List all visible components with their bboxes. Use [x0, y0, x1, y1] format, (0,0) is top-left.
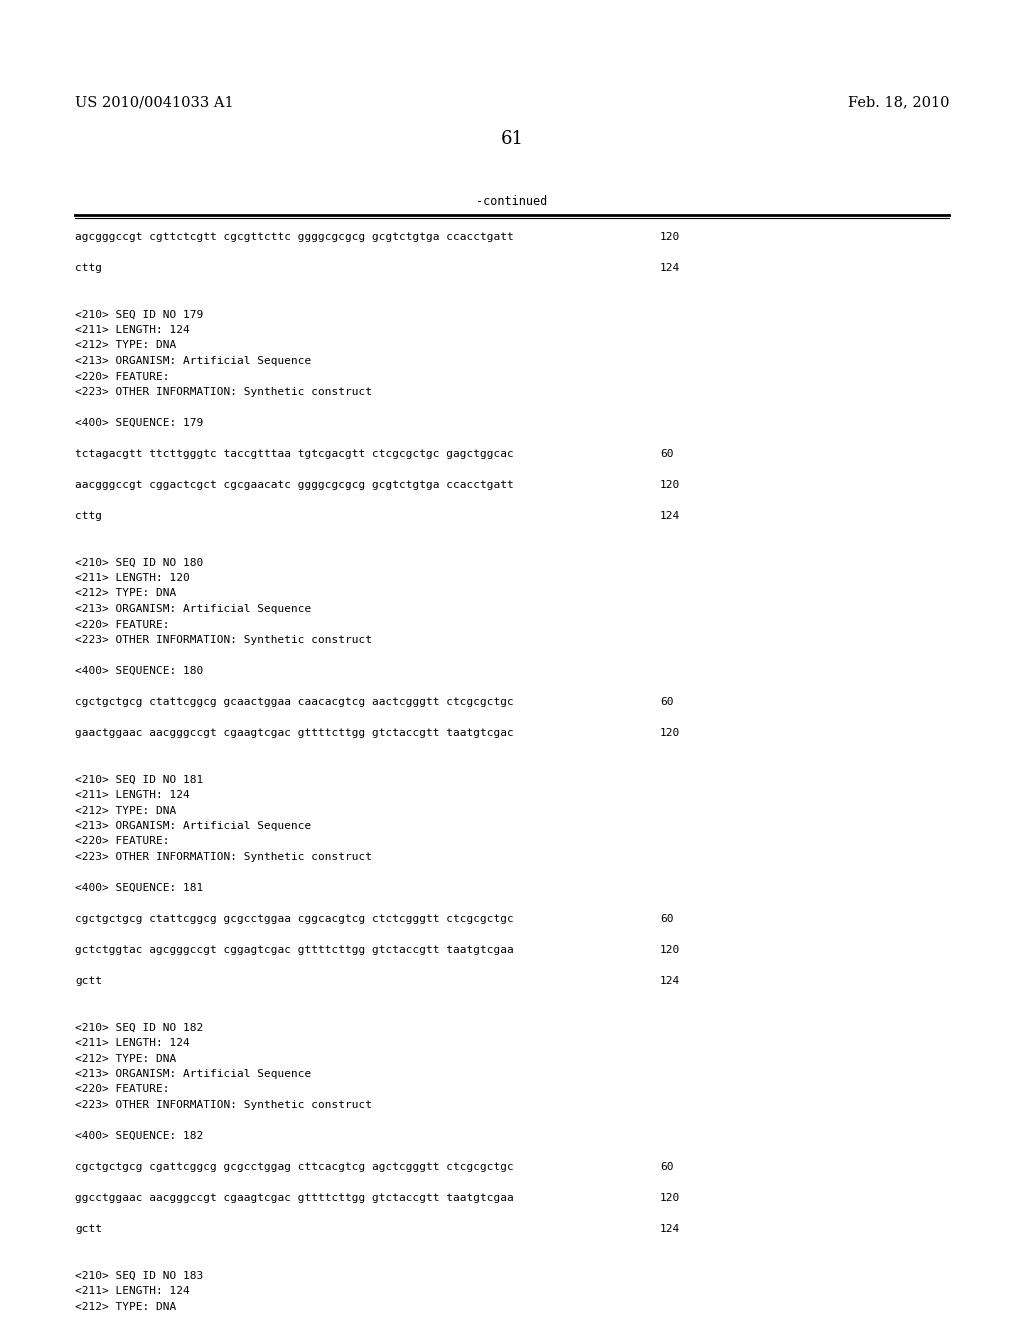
Text: <223> OTHER INFORMATION: Synthetic construct: <223> OTHER INFORMATION: Synthetic const…: [75, 387, 372, 397]
Text: 61: 61: [501, 129, 523, 148]
Text: 60: 60: [660, 449, 674, 459]
Text: <210> SEQ ID NO 180: <210> SEQ ID NO 180: [75, 557, 203, 568]
Text: <212> TYPE: DNA: <212> TYPE: DNA: [75, 589, 176, 598]
Text: <212> TYPE: DNA: <212> TYPE: DNA: [75, 805, 176, 816]
Text: <212> TYPE: DNA: <212> TYPE: DNA: [75, 1053, 176, 1064]
Text: gctt: gctt: [75, 975, 102, 986]
Text: 60: 60: [660, 1162, 674, 1172]
Text: cgctgctgcg cgattcggcg gcgcctggag cttcacgtcg agctcgggtt ctcgcgctgc: cgctgctgcg cgattcggcg gcgcctggag cttcacg…: [75, 1162, 514, 1172]
Text: <210> SEQ ID NO 179: <210> SEQ ID NO 179: [75, 309, 203, 319]
Text: <220> FEATURE:: <220> FEATURE:: [75, 619, 170, 630]
Text: 120: 120: [660, 945, 680, 954]
Text: cgctgctgcg ctattcggcg gcgcctggaa cggcacgtcg ctctcgggtt ctcgcgctgc: cgctgctgcg ctattcggcg gcgcctggaa cggcacg…: [75, 913, 514, 924]
Text: Feb. 18, 2010: Feb. 18, 2010: [848, 95, 949, 110]
Text: <400> SEQUENCE: 181: <400> SEQUENCE: 181: [75, 883, 203, 894]
Text: <220> FEATURE:: <220> FEATURE:: [75, 371, 170, 381]
Text: 124: 124: [660, 1224, 680, 1234]
Text: US 2010/0041033 A1: US 2010/0041033 A1: [75, 95, 233, 110]
Text: <213> ORGANISM: Artificial Sequence: <213> ORGANISM: Artificial Sequence: [75, 821, 311, 832]
Text: cttg: cttg: [75, 511, 102, 521]
Text: <400> SEQUENCE: 179: <400> SEQUENCE: 179: [75, 418, 203, 428]
Text: 120: 120: [660, 729, 680, 738]
Text: 124: 124: [660, 263, 680, 273]
Text: 120: 120: [660, 232, 680, 242]
Text: ggcctggaac aacgggccgt cgaagtcgac gttttcttgg gtctaccgtt taatgtcgaa: ggcctggaac aacgggccgt cgaagtcgac gttttct…: [75, 1193, 514, 1203]
Text: <213> ORGANISM: Artificial Sequence: <213> ORGANISM: Artificial Sequence: [75, 1069, 311, 1078]
Text: <211> LENGTH: 124: <211> LENGTH: 124: [75, 789, 189, 800]
Text: 124: 124: [660, 511, 680, 521]
Text: <213> ORGANISM: Artificial Sequence: <213> ORGANISM: Artificial Sequence: [75, 356, 311, 366]
Text: <223> OTHER INFORMATION: Synthetic construct: <223> OTHER INFORMATION: Synthetic const…: [75, 635, 372, 645]
Text: 60: 60: [660, 913, 674, 924]
Text: gctt: gctt: [75, 1224, 102, 1234]
Text: cgctgctgcg ctattcggcg gcaactggaa caacacgtcg aactcgggtt ctcgcgctgc: cgctgctgcg ctattcggcg gcaactggaa caacacg…: [75, 697, 514, 708]
Text: tctagacgtt ttcttgggtc taccgtttaa tgtcgacgtt ctcgcgctgc gagctggcac: tctagacgtt ttcttgggtc taccgtttaa tgtcgac…: [75, 449, 514, 459]
Text: <211> LENGTH: 124: <211> LENGTH: 124: [75, 325, 189, 335]
Text: <211> LENGTH: 120: <211> LENGTH: 120: [75, 573, 189, 583]
Text: gaactggaac aacgggccgt cgaagtcgac gttttcttgg gtctaccgtt taatgtcgac: gaactggaac aacgggccgt cgaagtcgac gttttct…: [75, 729, 514, 738]
Text: <220> FEATURE:: <220> FEATURE:: [75, 837, 170, 846]
Text: -continued: -continued: [476, 195, 548, 209]
Text: 60: 60: [660, 697, 674, 708]
Text: <220> FEATURE:: <220> FEATURE:: [75, 1085, 170, 1094]
Text: <223> OTHER INFORMATION: Synthetic construct: <223> OTHER INFORMATION: Synthetic const…: [75, 851, 372, 862]
Text: <212> TYPE: DNA: <212> TYPE: DNA: [75, 1302, 176, 1312]
Text: <210> SEQ ID NO 181: <210> SEQ ID NO 181: [75, 775, 203, 784]
Text: aacgggccgt cggactcgct cgcgaacatc ggggcgcgcg gcgtctgtga ccacctgatt: aacgggccgt cggactcgct cgcgaacatc ggggcgc…: [75, 480, 514, 490]
Text: 120: 120: [660, 1193, 680, 1203]
Text: <223> OTHER INFORMATION: Synthetic construct: <223> OTHER INFORMATION: Synthetic const…: [75, 1100, 372, 1110]
Text: <211> LENGTH: 124: <211> LENGTH: 124: [75, 1038, 189, 1048]
Text: <400> SEQUENCE: 182: <400> SEQUENCE: 182: [75, 1131, 203, 1140]
Text: cttg: cttg: [75, 263, 102, 273]
Text: 124: 124: [660, 975, 680, 986]
Text: <211> LENGTH: 124: <211> LENGTH: 124: [75, 1286, 189, 1296]
Text: <213> ORGANISM: Artificial Sequence: <213> ORGANISM: Artificial Sequence: [75, 605, 311, 614]
Text: <210> SEQ ID NO 182: <210> SEQ ID NO 182: [75, 1023, 203, 1032]
Text: 120: 120: [660, 480, 680, 490]
Text: <210> SEQ ID NO 183: <210> SEQ ID NO 183: [75, 1270, 203, 1280]
Text: <212> TYPE: DNA: <212> TYPE: DNA: [75, 341, 176, 351]
Text: <400> SEQUENCE: 180: <400> SEQUENCE: 180: [75, 667, 203, 676]
Text: agcgggccgt cgttctcgtt cgcgttcttc ggggcgcgcg gcgtctgtga ccacctgatt: agcgggccgt cgttctcgtt cgcgttcttc ggggcgc…: [75, 232, 514, 242]
Text: gctctggtac agcgggccgt cggagtcgac gttttcttgg gtctaccgtt taatgtcgaa: gctctggtac agcgggccgt cggagtcgac gttttct…: [75, 945, 514, 954]
